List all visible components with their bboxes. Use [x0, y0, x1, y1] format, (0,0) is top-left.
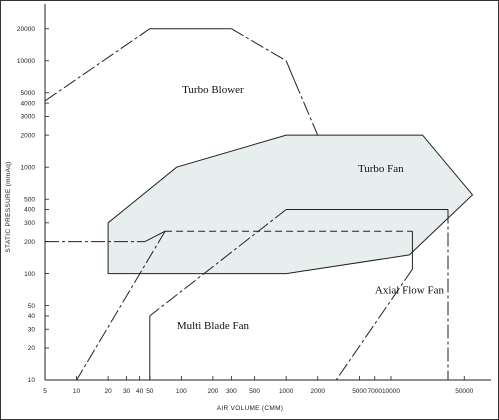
x-tick-label: 500 — [249, 388, 260, 395]
x-tick-label: 50 — [146, 388, 154, 395]
multi-blade-fan-label: Multi Blade Fan — [177, 320, 250, 332]
y-tick-label: 5000 — [21, 90, 36, 97]
x-tick-label: 300 — [226, 388, 237, 395]
multi-blade-fan-boundary-5 — [76, 230, 166, 381]
x-tick-label: 30 — [123, 388, 131, 395]
turbo-blower-boundary-2 — [231, 28, 287, 62]
x-tick-label: 1000 — [279, 388, 294, 395]
axial-flow-fan-label: Axial Flow Fan — [375, 284, 445, 296]
y-tick-label: 10000 — [17, 58, 35, 65]
turbo-blower-label: Turbo Blower — [182, 84, 244, 96]
axial-flow-fan-boundary-2 — [149, 209, 287, 317]
y-tick-label: 40 — [28, 313, 36, 320]
y-tick-label: 50 — [28, 303, 36, 310]
turbo-fan-area — [108, 135, 473, 274]
y-tick-label: 500 — [24, 196, 35, 203]
turbo-blower-boundary-3 — [285, 60, 295, 81]
y-tick-label: 2000 — [21, 132, 36, 139]
turbo-fan-label: Turbo Fan — [358, 163, 404, 175]
y-tick-label: 20 — [28, 345, 36, 352]
turbo-blower-boundary-0 — [44, 28, 151, 102]
y-tick-label: 20000 — [17, 26, 35, 33]
x-axis-label: AIR VOLUME (CMM) — [217, 405, 284, 412]
y-tick-label: 4000 — [21, 100, 36, 107]
y-tick-label: 300 — [24, 220, 35, 227]
x-tick-label: 10000 — [382, 388, 400, 395]
y-tick-label: 30 — [28, 326, 36, 333]
x-tick-label: 40 — [136, 388, 144, 395]
y-tick-label: 200 — [24, 239, 35, 246]
x-tick-label: 7000 — [368, 388, 383, 395]
x-tick-label: 10 — [73, 388, 81, 395]
x-tick-label: 5 — [43, 388, 47, 395]
x-tick-label: 100 — [176, 388, 187, 395]
turbo-blower-boundary-4 — [294, 80, 319, 136]
turbo-fan-boundary-0 — [107, 134, 474, 275]
y-tick-label: 400 — [24, 207, 35, 214]
y-tick-label: 1000 — [21, 164, 36, 171]
y-tick-label: 3000 — [21, 114, 36, 121]
x-tick-label: 20 — [104, 388, 112, 395]
x-tick-label: 50000 — [455, 388, 473, 395]
x-tick-label: 5000 — [352, 388, 367, 395]
x-tick-label: 2000 — [310, 388, 325, 395]
y-tick-label: 100 — [24, 271, 35, 278]
y-axis-label: STATIC PRESSURE (mmAq) — [5, 161, 12, 252]
y-tick-label: 10 — [28, 377, 36, 384]
multi-blade-fan-boundary-1 — [144, 230, 166, 243]
x-tick-label: 200 — [207, 388, 218, 395]
